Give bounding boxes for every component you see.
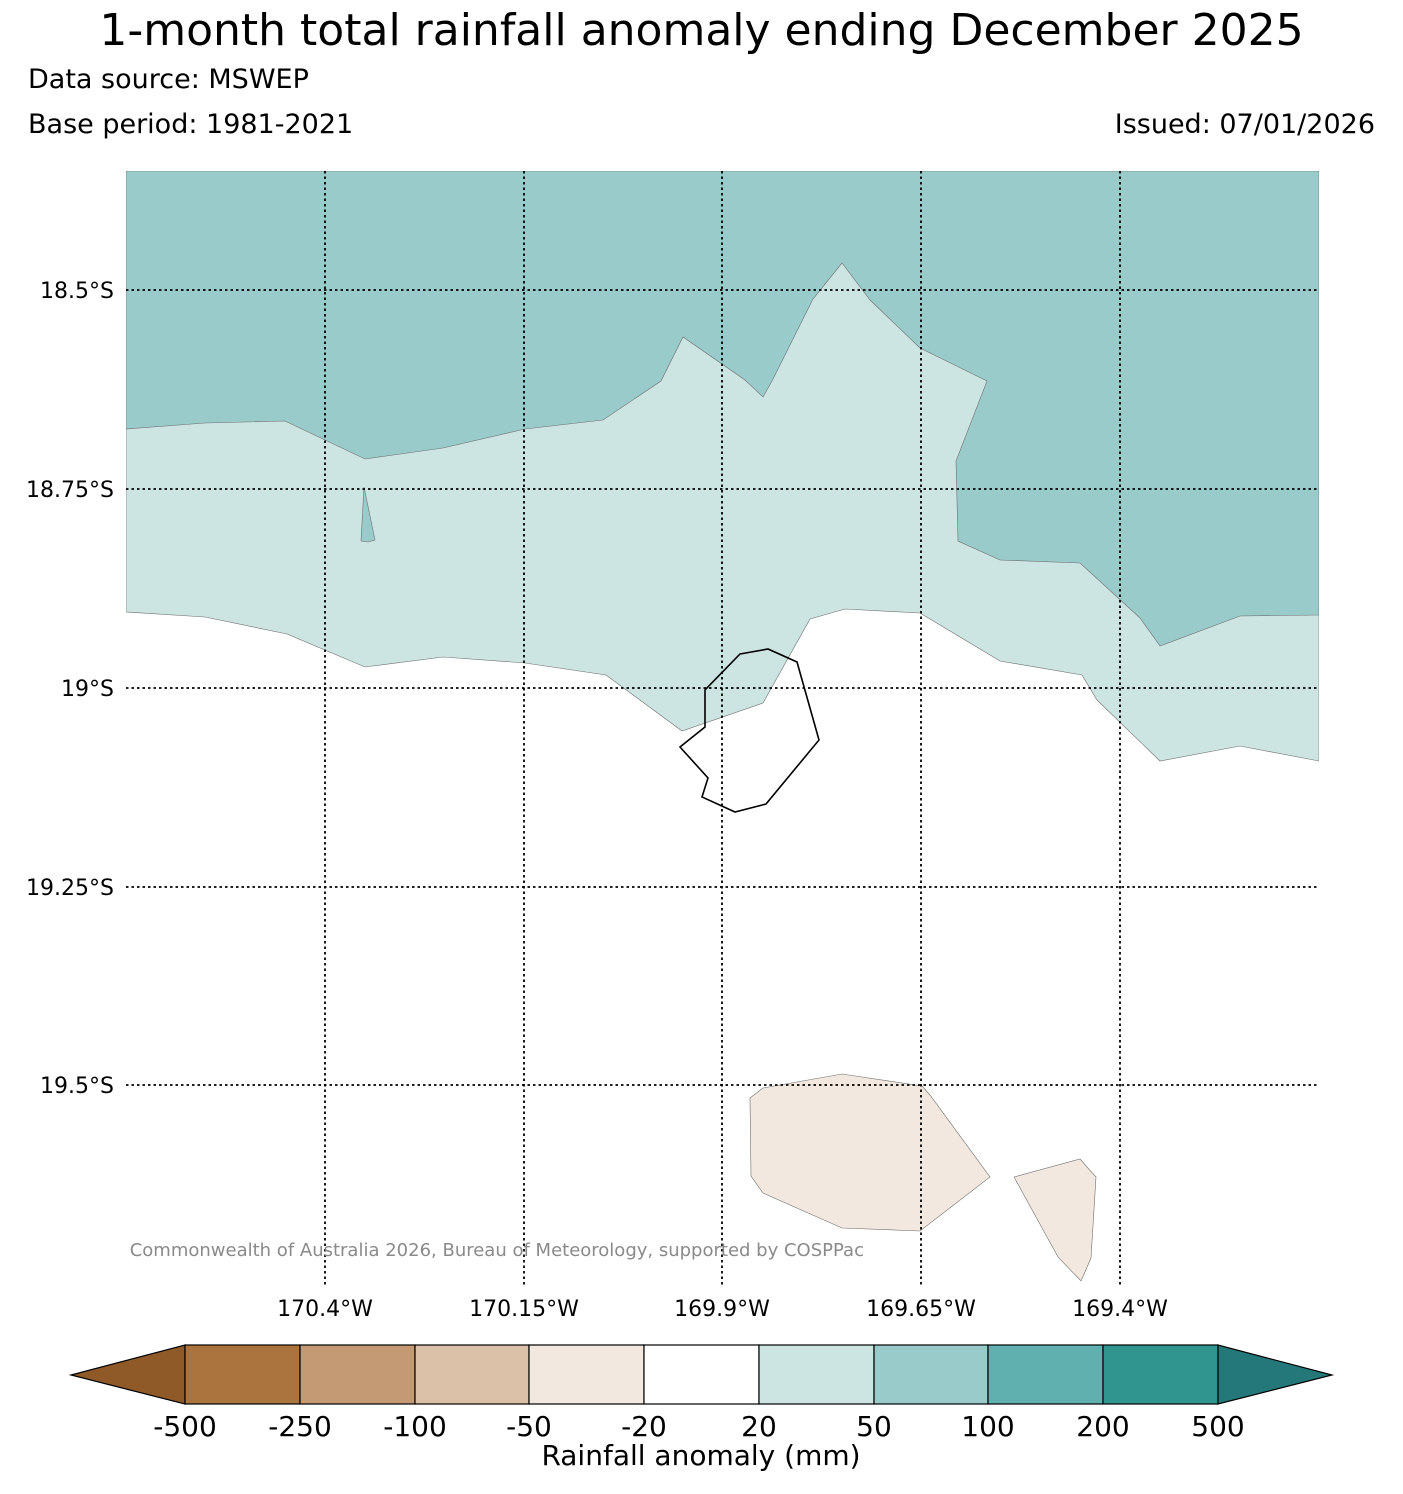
colorbar-tick: 500 <box>1191 1410 1244 1443</box>
map-plot-area: © Commonwealth of Australia 2026, Bureau… <box>106 171 1319 1285</box>
colorbar-segment <box>643 1344 760 1405</box>
lat-label: 19°S <box>61 677 114 702</box>
colorbar-tick: -500 <box>153 1410 217 1443</box>
longitude-labels: 170.4°W 170.15°W 169.9°W 169.65°W 169.4°… <box>277 1297 1168 1322</box>
lon-label: 170.4°W <box>277 1297 373 1322</box>
graticule <box>126 171 1319 1285</box>
anomaly-50-100-sliver <box>360 486 376 543</box>
colorbar-tick: -100 <box>383 1410 447 1443</box>
colorbar-segment <box>758 1344 875 1405</box>
colorbar-tick: -250 <box>268 1410 332 1443</box>
latitude-labels: 18.5°S 18.75°S 19°S 19.25°S 19.5°S <box>26 279 114 1099</box>
colorbar-segment <box>184 1344 301 1405</box>
colorbar-segment <box>873 1344 989 1405</box>
lon-label: 169.4°W <box>1072 1297 1168 1322</box>
colorbar <box>68 1344 1335 1405</box>
copyright-notice: © Commonwealth of Australia 2026, Bureau… <box>106 1240 864 1261</box>
colorbar-label: Rainfall anomaly (mm) <box>541 1439 860 1472</box>
data-source-label: Data source: MSWEP <box>28 64 309 95</box>
colorbar-tick: 50 <box>856 1410 892 1443</box>
colorbar-segment <box>987 1344 1104 1405</box>
colorbar-tick: -20 <box>621 1410 667 1443</box>
map-title: 1-month total rainfall anomaly ending De… <box>99 5 1304 56</box>
lon-label: 170.15°W <box>469 1297 579 1322</box>
colorbar-tick: 20 <box>741 1410 777 1443</box>
lon-label: 169.65°W <box>866 1297 976 1322</box>
lat-label: 18.5°S <box>40 279 114 304</box>
lat-label: 19.5°S <box>40 1074 114 1099</box>
colorbar-segment <box>299 1344 416 1405</box>
lat-label: 18.75°S <box>26 478 114 503</box>
colorbar-tick: 100 <box>961 1410 1014 1443</box>
lon-label: 169.9°W <box>674 1297 770 1322</box>
colorbar-ticks: -500 -250 -100 -50 -20 20 50 100 200 500 <box>153 1410 1245 1443</box>
colorbar-segment <box>528 1344 645 1405</box>
colorbar-extend-low <box>68 1344 186 1405</box>
colorbar-segment <box>414 1344 530 1405</box>
anomaly-neg20-neg50-region-west <box>749 1073 991 1232</box>
colorbar-segment <box>1102 1344 1219 1405</box>
island-coastline <box>678 648 820 813</box>
colorbar-tick: 200 <box>1076 1410 1129 1443</box>
issued-date-label: Issued: 07/01/2026 <box>1114 109 1375 140</box>
anomaly-neg20-neg50-region-east <box>1013 1158 1097 1282</box>
colorbar-extend-high <box>1217 1344 1335 1405</box>
base-period-label: Base period: 1981-2021 <box>28 109 354 140</box>
colorbar-tick: -50 <box>506 1410 552 1443</box>
lat-label: 19.25°S <box>26 876 114 901</box>
